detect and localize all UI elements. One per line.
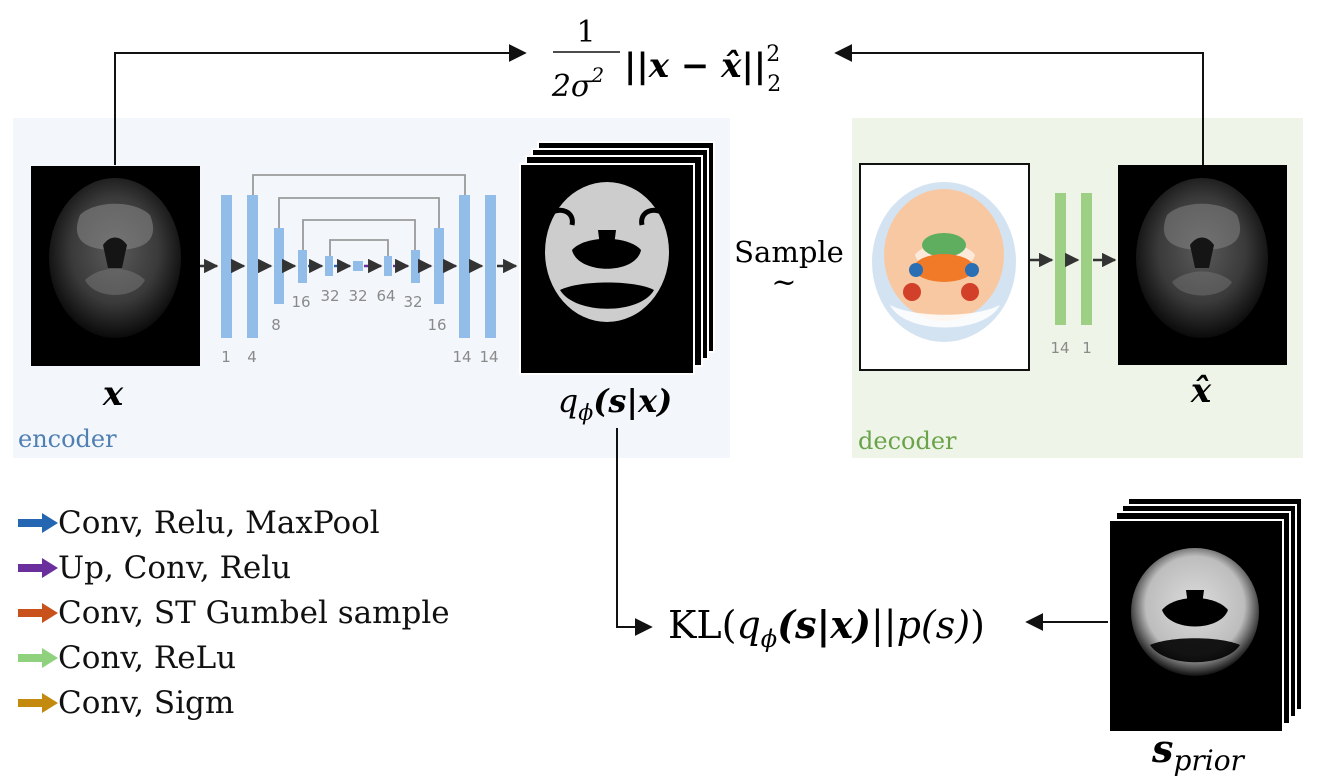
unet-bar-8 [274,228,284,304]
input-mri-image [31,166,200,366]
legend-label: Conv, Relu, MaxPool [58,504,380,541]
recon-to-loss-arrow [834,44,1204,165]
legend-label: Conv, Sigm [58,684,235,721]
legend-label: Conv, ReLu [58,639,237,676]
legend-item-conv-relu-maxpool: Conv, Relu, MaxPool [18,500,538,545]
reconstruction-loss: 1 2σ2 ||x − x̂||2 2 [551,15,781,104]
segmentation-stack [519,141,715,375]
loss-norm: ||x − x̂||2 2 [624,42,781,97]
channel-label: 14 [452,348,471,366]
prior-label: sprior [1151,726,1246,777]
channel-label: 32 [403,293,422,311]
legend-label: Conv, ST Gumbel sample [58,594,450,631]
unet-bar-14a [459,195,470,338]
sample-word: Sample [734,235,844,269]
channel-label: 64 [376,287,395,305]
channel-label: 16 [427,316,446,334]
channel-label: 1 [1082,339,1092,357]
legend-label: Up, Conv, Relu [58,549,292,586]
legend-item-conv-gumbel: Conv, ST Gumbel sample [18,590,538,635]
channel-label: 16 [291,293,310,311]
unet-bars [221,195,496,338]
arrow-icon [18,557,58,578]
legend-item-up-conv-relu: Up, Conv, Relu [18,545,538,590]
decoder-bars [1055,193,1092,325]
channel-label: 8 [271,316,281,334]
unet-bar-14b [485,195,496,338]
encoder-label: encoder [18,425,117,453]
legend: Conv, Relu, MaxPool Up, Conv, Relu Conv,… [18,500,538,725]
q-to-kl-arrow [616,428,653,636]
decoder-bar-1 [1081,193,1092,325]
channel-label: 1 [221,348,231,366]
input-to-loss-arrow [114,44,527,165]
q-phi-label: qϕ(s|x) [558,382,673,426]
decoder-channel-labels: 14 1 [1050,339,1091,357]
loss-denominator: 2σ2 [551,63,604,104]
arrow-icon [18,602,58,623]
unet-skip-connections [252,174,466,256]
kl-divergence: KL(qϕ(s|x)||p(s)) [668,602,985,653]
legend-item-conv-sigm: Conv, Sigm [18,680,538,725]
unet-channel-labels: 1 4 8 16 32 32 64 32 16 14 14 [221,287,498,366]
channel-label: 32 [320,287,339,305]
unet-bar-4 [247,195,258,338]
unet-bar-64 [384,256,392,276]
unet-bar-32b [353,261,363,271]
channel-label: 14 [479,348,498,366]
loss-numerator: 1 [576,15,595,50]
prior-stack [1108,497,1303,733]
input-label: x [102,374,124,414]
arrow-icon [18,647,58,668]
channel-label: 14 [1050,339,1069,357]
reconstructed-mri-image [1118,165,1287,365]
decoder-label: decoder [858,427,957,455]
unet-bar-32c [411,250,420,283]
unet-bar-16a [298,250,307,283]
decoder-bar-14 [1055,193,1066,325]
legend-item-conv-relu: Conv, ReLu [18,635,538,680]
arrow-icon [18,692,58,713]
unet-bar-32a [325,256,333,276]
unet-bar-16b [434,228,444,304]
channel-label: 32 [348,287,367,305]
unet-bar-1 [221,195,232,338]
channel-label: 4 [247,348,257,366]
sampled-segmentation-image [859,163,1030,371]
sample-tilde: ~ [771,265,796,300]
arrow-icon [18,512,58,533]
reconstruction-label: x̂ [1190,371,1212,411]
